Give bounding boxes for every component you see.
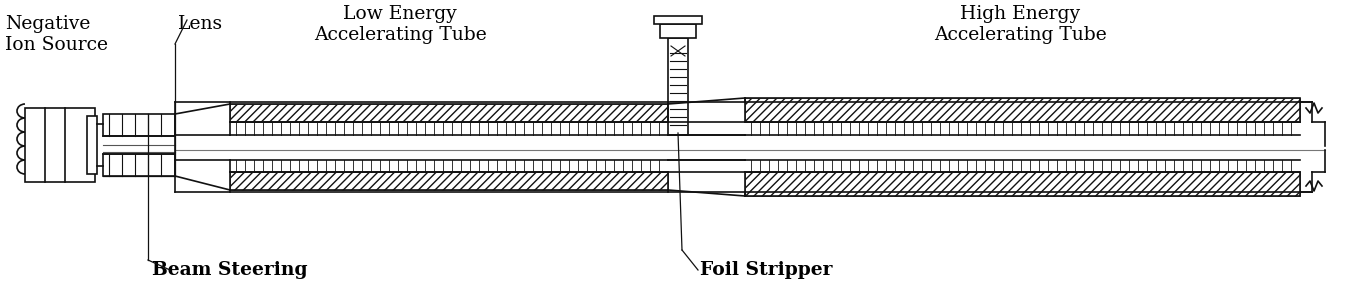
Bar [87, 116, 97, 174]
Text: Lens: Lens [177, 15, 222, 33]
Bar [661, 24, 696, 38]
Bar [745, 172, 1299, 196]
Bar [102, 154, 175, 176]
Text: Beam Steering: Beam Steering [152, 261, 308, 279]
Bar [229, 104, 667, 122]
Bar [745, 172, 1299, 196]
Bar [745, 98, 1299, 122]
Bar [229, 172, 667, 190]
Bar [745, 98, 1299, 122]
Text: High Energy
Accelerating Tube: High Energy Accelerating Tube [934, 5, 1107, 44]
Bar [102, 114, 175, 136]
Text: Low Energy
Accelerating Tube: Low Energy Accelerating Tube [314, 5, 486, 44]
Bar [25, 108, 96, 182]
Bar [667, 38, 688, 135]
Text: Foil Stripper: Foil Stripper [700, 261, 833, 279]
Bar [229, 172, 667, 190]
Bar [654, 16, 702, 24]
Bar [229, 104, 667, 122]
Text: Negative
Ion Source: Negative Ion Source [5, 15, 108, 54]
